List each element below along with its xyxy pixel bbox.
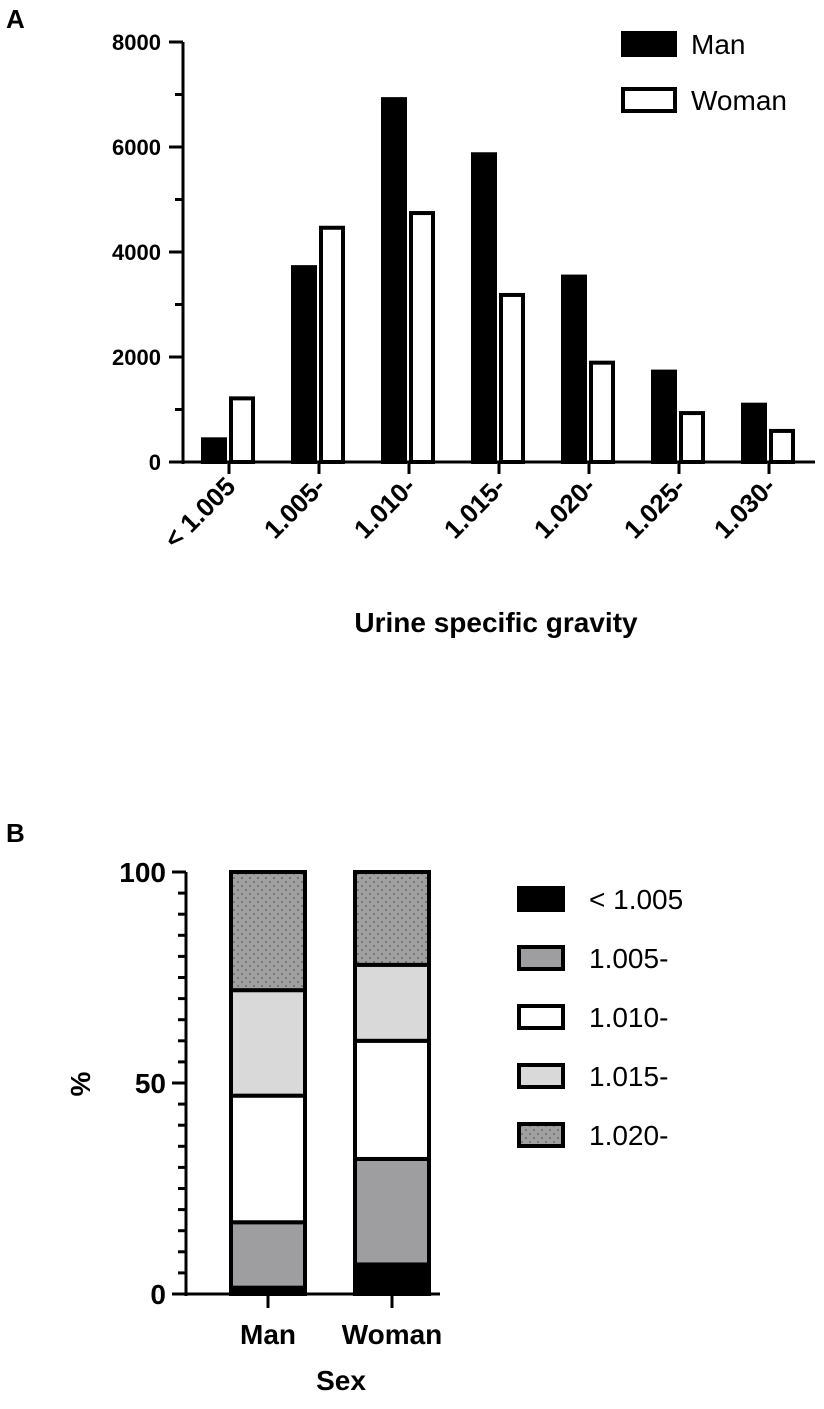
chart-a-legend-label-1: Woman	[691, 85, 787, 116]
bar-woman-3	[499, 292, 525, 465]
chart-a-xtick-label-5: 1.025-	[618, 471, 691, 544]
stack-man-seg-2	[229, 1093, 307, 1225]
chart-b-xlabel: Sex	[316, 1365, 366, 1396]
chart-a-xtick-label-2: 1.010-	[348, 471, 421, 544]
chart-b-legend-swatch-1	[517, 945, 565, 971]
chart-a-histogram: Urine specific gravity 0 2000 4000 6000 8000…	[112, 29, 815, 638]
chart-a-ytick-label-4: 8000	[112, 30, 161, 55]
chart-a-ytick-label-0: 0	[149, 450, 161, 475]
chart-a-legend-swatch-0	[621, 31, 677, 57]
bar-woman-5	[679, 411, 705, 465]
chart-a-legend-swatch-1	[621, 87, 677, 113]
chart-a-xtick-label-6: 1.030-	[708, 471, 781, 544]
bar-woman-2	[409, 211, 435, 464]
chart-a-xtick-label-1: 1.005-	[258, 471, 331, 544]
stack-woman-seg-0	[353, 1262, 431, 1297]
chart-b-ylabel: %	[65, 1071, 96, 1096]
chart-b-legend-label-2: 1.010-	[589, 1002, 668, 1033]
chart-a-ytick-label-1: 2000	[112, 345, 161, 370]
stack-man-seg-1	[229, 1220, 307, 1290]
chart-b-ytick-label-2: 100	[119, 857, 166, 888]
chart-a-xtick-label-3: 1.015-	[438, 471, 511, 544]
chart-b-legend-swatch-2	[517, 1004, 565, 1030]
chart-a-xtick-label-4: 1.020-	[528, 471, 601, 544]
stack-woman-seg-2	[353, 1038, 431, 1161]
chart-b-stacked-bar: Sex % Man Woman 0 50 100 < 1.005 1.005- 1.010- 1…	[65, 857, 683, 1396]
chart-b-legend-swatch-4	[517, 1122, 565, 1148]
chart-b-xtick-label-1: Woman	[342, 1319, 443, 1350]
chart-b-xtick-label-0: Man	[240, 1319, 296, 1350]
bar-man-0	[201, 437, 227, 465]
bar-man-4	[561, 274, 587, 465]
bar-man-1	[291, 265, 317, 464]
chart-b-ytick-label-0: 0	[150, 1279, 166, 1310]
chart-b-legend-label-4: 1.020-	[589, 1120, 668, 1151]
chart-b-legend-label-3: 1.015-	[589, 1061, 668, 1092]
bar-man-5	[651, 369, 677, 465]
bar-man-2	[381, 97, 407, 464]
bar-man-3	[471, 152, 497, 464]
stack-man-seg-4	[229, 870, 307, 993]
chart-a-legend-label-0: Man	[691, 29, 745, 60]
chart-a-xlabel: Urine specific gravity	[354, 607, 638, 638]
bar-woman-4	[589, 360, 615, 464]
chart-b-legend-label-1: 1.005-	[589, 943, 668, 974]
panel-a-letter: A	[6, 4, 25, 34]
stack-woman-seg-4	[353, 870, 431, 967]
chart-b-legend-label-0: < 1.005	[589, 884, 683, 915]
bar-woman-6	[769, 428, 795, 464]
chart-a-ytick-label-2: 4000	[112, 240, 161, 265]
chart-a-ytick-label-3: 6000	[112, 135, 161, 160]
bar-woman-1	[319, 225, 345, 464]
chart-b-legend-swatch-3	[517, 1063, 565, 1089]
chart-b-legend-swatch-0	[517, 886, 565, 912]
chart-a-xtick-label-0: < 1.005	[158, 471, 241, 554]
bar-woman-0	[229, 396, 255, 464]
stack-man-seg-3	[229, 988, 307, 1098]
stack-woman-seg-3	[353, 962, 431, 1043]
bar-man-6	[741, 402, 767, 464]
chart-b-ytick-label-1: 50	[135, 1068, 166, 1099]
panel-b-letter: B	[6, 818, 25, 848]
stack-woman-seg-1	[353, 1156, 431, 1267]
